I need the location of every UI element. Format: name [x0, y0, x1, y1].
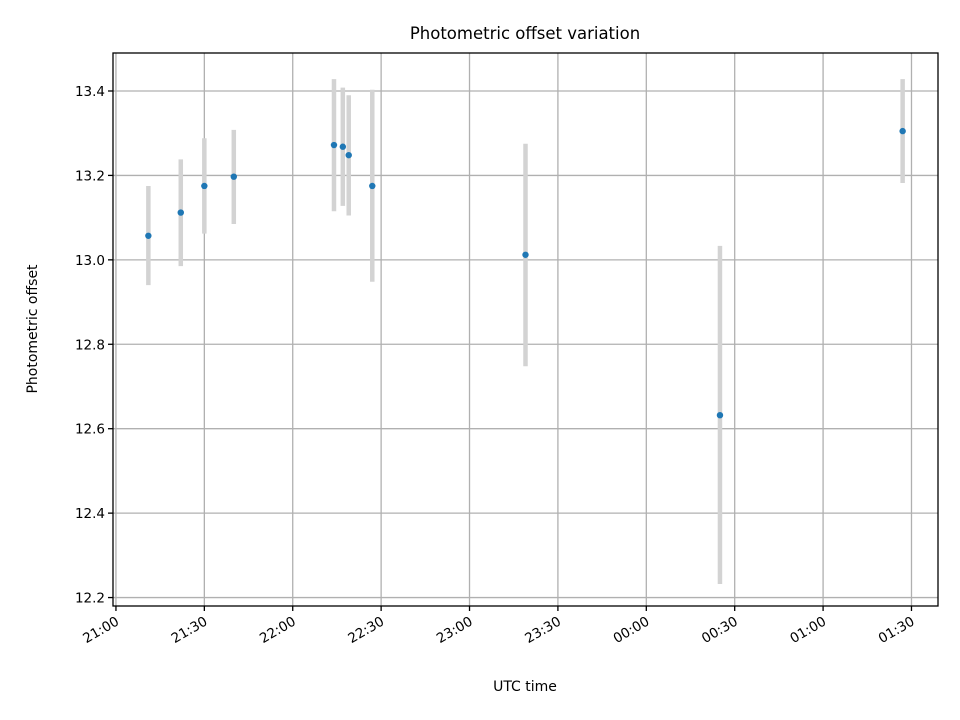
- y-tick-label: 12.2: [75, 591, 105, 607]
- data-point: [201, 182, 208, 190]
- data-point: [522, 251, 529, 258]
- x-tick-label: 21:00: [80, 614, 122, 647]
- data-point: [369, 182, 376, 190]
- y-axis-ticks: 12.2 12.4 12.6 12.8 13.0 13.2 13.4: [75, 84, 113, 607]
- y-tick-label: 12.6: [75, 422, 105, 438]
- y-axis-label: Photometric offset: [25, 264, 41, 394]
- x-tick-label: 22:30: [345, 614, 387, 647]
- data-point: [716, 411, 724, 419]
- x-tick-label: 00:30: [699, 614, 741, 647]
- x-tick-label: 22:00: [257, 614, 299, 647]
- plot-frame: [112, 52, 939, 607]
- x-tick-label: 23:00: [434, 614, 476, 647]
- chart-title: Photometric offset variation: [410, 24, 640, 43]
- x-axis-ticks: 21:00 21:30 22:00 22:30 23:00 23:30 00:00 00:30…: [80, 606, 917, 647]
- y-tick-label: 13.4: [75, 84, 105, 100]
- data-point: [145, 232, 152, 239]
- data-point: [345, 151, 352, 159]
- x-tick-label: 21:30: [169, 614, 211, 647]
- data-point: [230, 173, 238, 180]
- data-point: [339, 143, 347, 150]
- error-bars: [146, 79, 905, 585]
- data-point: [330, 141, 338, 149]
- y-tick-label: 13.0: [75, 253, 105, 269]
- data-point: [177, 209, 184, 216]
- x-tick-label: 00:00: [611, 614, 653, 647]
- x-axis-label: UTC time: [493, 679, 557, 695]
- data-points: [145, 127, 906, 419]
- y-tick-label: 12.4: [75, 506, 105, 522]
- x-tick-label: 01:00: [787, 614, 829, 647]
- y-tick-label: 13.2: [75, 168, 105, 184]
- data-point: [899, 127, 906, 135]
- y-tick-label: 12.8: [75, 337, 105, 353]
- x-tick-label: 23:30: [522, 614, 564, 647]
- x-tick-label: 01:30: [876, 614, 918, 647]
